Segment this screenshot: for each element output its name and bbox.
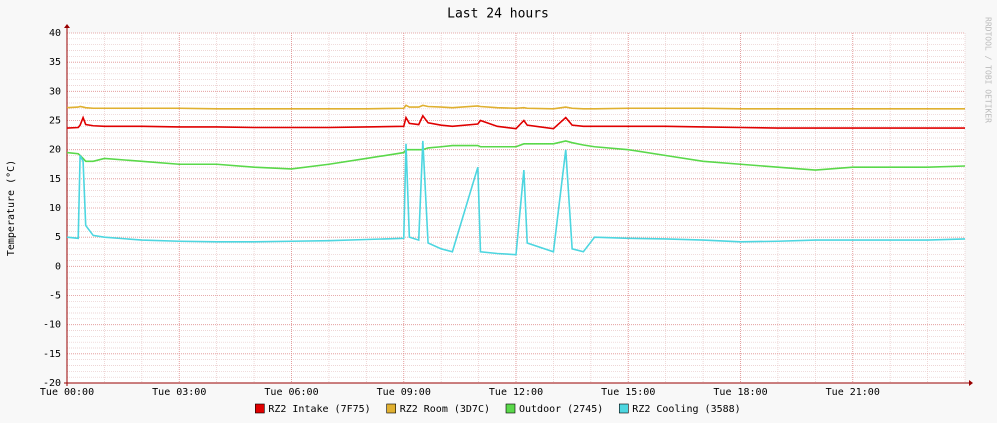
x-tick-label: Tue 06:00 (264, 387, 318, 398)
x-tick-label: Tue 09:00 (377, 387, 431, 398)
y-tick-label: 15 (49, 174, 61, 185)
y-tick-label: 5 (55, 232, 61, 243)
y-tick-label: -15 (43, 349, 61, 360)
y-tick-label: 40 (49, 28, 61, 39)
x-tick-label: Tue 12:00 (489, 387, 543, 398)
legend-label: Outdoor (2745) (519, 404, 603, 415)
legend-swatch (618, 403, 629, 414)
y-tick-label: 35 (49, 57, 61, 68)
legend-label: RZ2 Intake (7F75) (268, 404, 370, 415)
series-line (66, 114, 965, 130)
legend-swatch (505, 403, 516, 414)
y-tick-label: -10 (43, 320, 61, 331)
x-tick-label: Tue 18:00 (713, 387, 767, 398)
x-tick-label: Tue 03:00 (152, 387, 206, 398)
y-tick-label: 20 (49, 145, 61, 156)
y-tick-label: -20 (43, 378, 61, 389)
series-line (66, 140, 966, 171)
x-tick-label: Tue 15:00 (601, 387, 655, 398)
axis-arrow (64, 24, 70, 28)
y-tick-label: -5 (49, 291, 61, 302)
y-tick-label: 30 (49, 86, 61, 97)
series-line (66, 104, 965, 110)
axis-arrow (969, 380, 973, 386)
series-line (66, 140, 966, 256)
legend-label: RZ2 Cooling (3588) (632, 404, 740, 415)
legend-label: RZ2 Room (3D7C) (400, 404, 490, 415)
legend-swatch (386, 403, 396, 414)
watermark: RRDTOOL / TOBI OETIKER (984, 17, 993, 123)
x-tick-label: Tue 21:00 (826, 387, 880, 398)
y-tick-label: 10 (49, 203, 61, 214)
x-tick-label: Tue 00:00 (40, 387, 94, 398)
y-tick-label: 0 (55, 261, 61, 272)
y-axis-label: Temperature (°C) (6, 160, 17, 256)
legend-swatch (255, 403, 265, 414)
chart-title: Last 24 hours (447, 7, 549, 22)
y-tick-label: 25 (49, 116, 61, 127)
